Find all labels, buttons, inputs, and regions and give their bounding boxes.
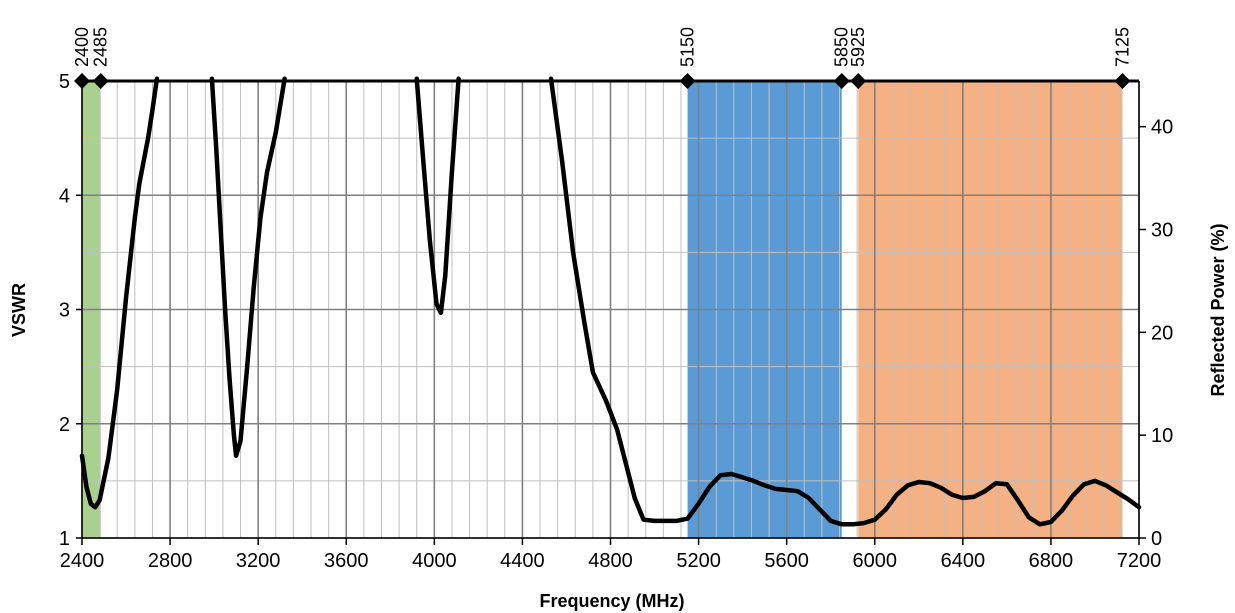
x-tick-label: 6000 <box>853 550 898 572</box>
y-right-tick-label: 0 <box>1151 528 1162 550</box>
x-tick-label: 6800 <box>1029 550 1074 572</box>
y-right-tick-label: 30 <box>1151 219 1173 241</box>
band-marker-diamond <box>74 73 90 89</box>
band-marker-label: 5850 <box>832 27 852 67</box>
x-tick-label: 7200 <box>1117 550 1162 572</box>
x-tick-label: 2400 <box>60 550 105 572</box>
y-left-tick-labels: 1 2 3 4 5 <box>59 71 70 550</box>
x-tick-label: 4000 <box>412 550 457 572</box>
y-left-tick-label: 3 <box>59 300 70 322</box>
data-series <box>79 76 1142 527</box>
x-tick-label: 2800 <box>148 550 193 572</box>
x-tick-labels: 2400 2800 3200 3600 4000 4400 4800 5200 5600 6000… <box>60 550 1162 572</box>
band-marker-diamond <box>850 73 867 89</box>
x-tick-label: 4800 <box>588 550 633 572</box>
band-marker-label: 2400 <box>72 27 92 67</box>
y-left-tick-label: 4 <box>59 185 70 207</box>
y-right-axis-title: Reflected Power (%) <box>1208 223 1228 396</box>
band-marker-diamond <box>92 73 109 89</box>
y-right-tick-labels: 0 10 20 30 40 <box>1151 117 1173 550</box>
band-marker-diamond <box>833 73 850 89</box>
band-marker-label: 5150 <box>678 27 698 67</box>
band-marker-label: 2485 <box>91 27 111 67</box>
y-left-tick-label: 2 <box>59 414 70 436</box>
x-tick-label: 5600 <box>764 550 809 572</box>
x-tick-label: 4400 <box>500 550 545 572</box>
band-marker-label: 7125 <box>1112 27 1132 67</box>
x-tick-label: 3600 <box>324 550 369 572</box>
y-left-tick-label: 1 <box>59 528 70 550</box>
y-left-tick-label: 5 <box>59 71 70 93</box>
y-right-tick-label: 20 <box>1151 322 1173 344</box>
band-marker-diamond <box>679 73 696 89</box>
vswr-curve <box>79 76 1142 527</box>
y-right-tick-label: 10 <box>1151 425 1173 447</box>
x-tick-label: 6400 <box>941 550 986 572</box>
x-axis-title: Frequency (MHz) <box>539 591 684 611</box>
band-marker-diamond <box>1114 73 1131 89</box>
y-left-axis-title: VSWR <box>9 283 29 337</box>
x-tick-label: 3200 <box>236 550 281 572</box>
band-marker-label: 5925 <box>848 27 868 67</box>
x-tick-label: 5200 <box>676 550 721 572</box>
y-right-tick-label: 40 <box>1151 117 1173 139</box>
